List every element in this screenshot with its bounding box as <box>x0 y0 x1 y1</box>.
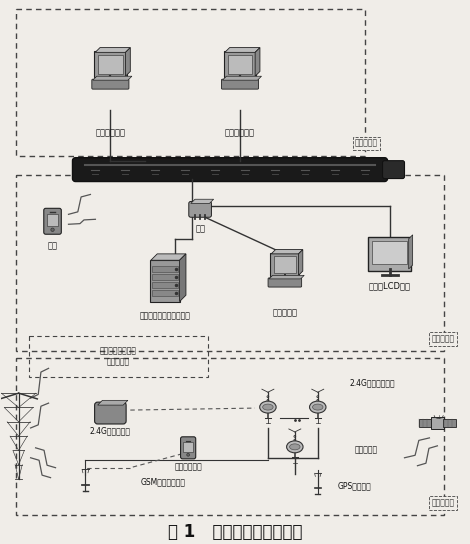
Text: 手机: 手机 <box>47 241 57 250</box>
Polygon shape <box>269 275 304 279</box>
FancyBboxPatch shape <box>227 55 252 73</box>
Polygon shape <box>225 47 260 52</box>
FancyBboxPatch shape <box>224 51 256 77</box>
Polygon shape <box>255 47 260 76</box>
Ellipse shape <box>313 404 323 410</box>
FancyBboxPatch shape <box>150 259 180 302</box>
Polygon shape <box>125 47 130 76</box>
Text: 触控式LCD显示: 触控式LCD显示 <box>368 281 410 290</box>
Text: GPS定位模块: GPS定位模块 <box>338 481 371 490</box>
Text: 2.4G网络协调器: 2.4G网络协调器 <box>90 426 131 435</box>
FancyBboxPatch shape <box>47 214 58 226</box>
FancyBboxPatch shape <box>431 417 444 429</box>
Polygon shape <box>409 235 413 269</box>
Polygon shape <box>98 400 128 405</box>
Circle shape <box>187 453 189 456</box>
Text: 局域监控站: 局域监控站 <box>272 309 298 318</box>
FancyBboxPatch shape <box>383 160 405 178</box>
Polygon shape <box>191 199 214 203</box>
Bar <box>29 336 208 378</box>
FancyBboxPatch shape <box>419 419 431 428</box>
FancyBboxPatch shape <box>368 237 411 271</box>
FancyBboxPatch shape <box>270 253 299 276</box>
Bar <box>16 175 444 351</box>
Polygon shape <box>95 47 130 52</box>
Bar <box>16 9 365 156</box>
Ellipse shape <box>263 404 273 410</box>
FancyBboxPatch shape <box>94 402 126 424</box>
Text: 2.4G无线通信节点: 2.4G无线通信节点 <box>350 379 395 388</box>
FancyBboxPatch shape <box>183 442 193 452</box>
Text: 局域监控级: 局域监控级 <box>431 335 454 343</box>
Text: 远程监控级: 远程监控级 <box>355 139 378 148</box>
FancyBboxPatch shape <box>44 208 61 234</box>
FancyBboxPatch shape <box>180 437 196 459</box>
FancyBboxPatch shape <box>268 278 302 287</box>
Polygon shape <box>298 250 303 275</box>
Text: 路由: 路由 <box>195 224 205 233</box>
Text: 数据采集端: 数据采集端 <box>355 446 378 454</box>
FancyBboxPatch shape <box>152 267 178 271</box>
FancyBboxPatch shape <box>189 201 212 217</box>
Ellipse shape <box>287 441 303 453</box>
Text: 局域监控站信息处理中心: 局域监控站信息处理中心 <box>140 312 191 321</box>
Circle shape <box>51 228 54 231</box>
Text: 政府管理部门: 政府管理部门 <box>225 128 255 137</box>
Text: 图 1   起重机远程监控系统: 图 1 起重机远程监控系统 <box>168 523 302 541</box>
FancyBboxPatch shape <box>372 240 407 264</box>
Polygon shape <box>151 254 186 260</box>
FancyBboxPatch shape <box>152 282 178 288</box>
Polygon shape <box>93 76 132 80</box>
FancyBboxPatch shape <box>98 55 123 73</box>
FancyBboxPatch shape <box>274 256 296 273</box>
Ellipse shape <box>290 444 300 450</box>
Text: 总公司监控站: 总公司监控站 <box>95 128 125 137</box>
Ellipse shape <box>260 401 276 413</box>
Polygon shape <box>180 254 186 301</box>
FancyBboxPatch shape <box>443 419 456 428</box>
FancyBboxPatch shape <box>94 51 126 77</box>
Text: 局域监控级和现场
监控级接口: 局域监控级和现场 监控级接口 <box>100 347 137 366</box>
Text: 现场监控级: 现场监控级 <box>431 498 454 508</box>
FancyBboxPatch shape <box>221 79 258 89</box>
FancyBboxPatch shape <box>152 274 178 280</box>
Text: 无线手持设备: 无线手持设备 <box>174 463 202 472</box>
Ellipse shape <box>310 401 326 413</box>
FancyBboxPatch shape <box>152 290 178 295</box>
Text: GSM无线通信模块: GSM无线通信模块 <box>140 477 185 486</box>
FancyBboxPatch shape <box>92 79 129 89</box>
Bar <box>16 358 444 515</box>
Polygon shape <box>271 250 303 254</box>
FancyBboxPatch shape <box>72 158 388 182</box>
Polygon shape <box>222 76 261 80</box>
